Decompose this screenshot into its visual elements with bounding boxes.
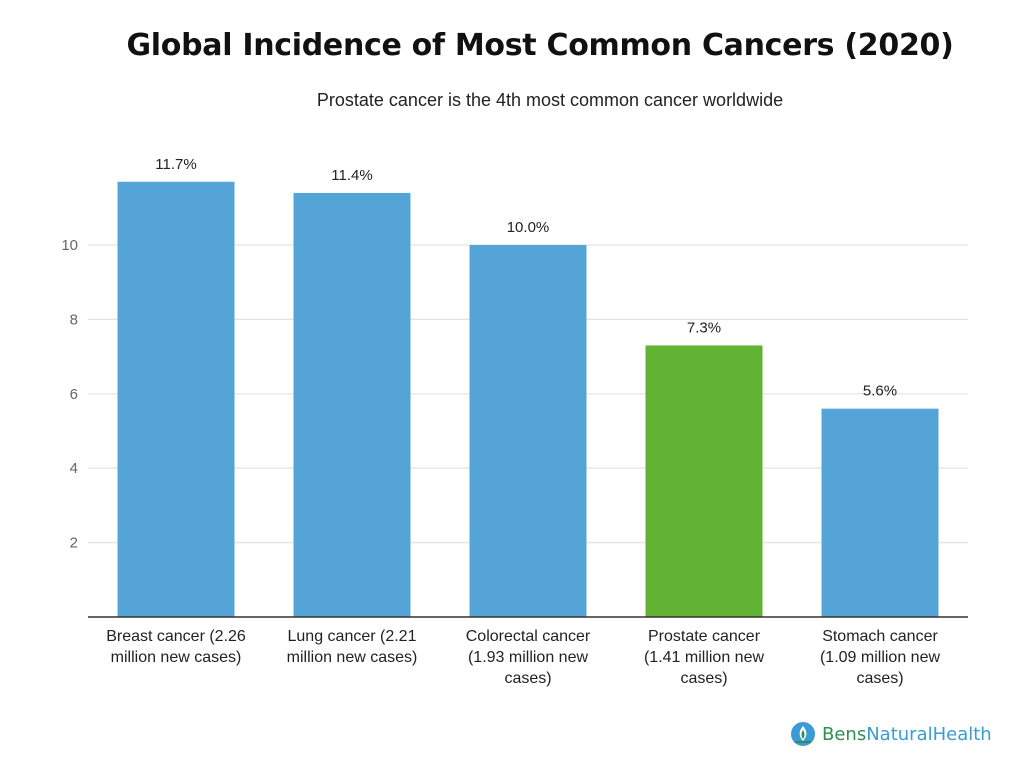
category-label-line: Breast cancer (2.26 [106,628,246,645]
data-label: 10.0% [507,219,550,236]
category-label-line: Stomach cancer [822,628,938,645]
data-label: 7.3% [687,319,721,336]
data-label: 5.6% [863,383,897,400]
bar [821,408,939,617]
category-label-line: (1.09 million new [820,649,941,666]
brand-name: BensNaturalHealth [822,724,992,745]
y-axis-ticks: 2 4 6 8 10 [61,237,78,552]
y-tick-label: 6 [70,386,78,403]
data-label: 11.4% [331,167,372,184]
category-label: Prostate cancer (1.41 million new cases) [644,628,765,687]
bar [645,345,763,617]
brand-name-part2: NaturalHealth [866,723,992,745]
category-label-line: million new cases) [111,649,242,666]
category-label-line: cases) [504,670,551,687]
y-tick-label: 8 [70,311,78,328]
leaf-drop-icon [791,722,815,746]
y-tick-label: 10 [61,237,78,254]
category-label: Colorectal cancer (1.93 million new cases) [466,628,591,687]
category-label-line: Prostate cancer [648,628,761,645]
category-label: Lung cancer (2.21 million new cases) [287,628,418,666]
bar [117,181,235,617]
data-labels: 11.7% 11.4% 10.0% 7.3% 5.6% [155,156,897,400]
bar [293,192,411,618]
category-label-line: cases) [856,670,903,687]
category-labels: Breast cancer (2.26 million new cases)Lun… [106,628,940,687]
category-label-line: Colorectal cancer [466,628,591,645]
category-label: Stomach cancer (1.09 million new cases) [820,628,941,687]
brand-name-part1: Bens [822,723,867,745]
data-label: 11.7% [155,156,196,173]
category-label-line: (1.41 million new [644,649,765,666]
y-tick-label: 4 [70,460,78,477]
category-label-line: million new cases) [287,649,418,666]
y-tick-label: 2 [70,535,78,552]
category-label-line: cases) [680,670,727,687]
category-label-line: (1.93 million new [468,649,589,666]
bars [117,181,939,618]
category-label: Breast cancer (2.26 million new cases) [106,628,246,666]
brand-logo: BensNaturalHealth [790,720,992,748]
chart-title: Global Incidence of Most Common Cancers … [126,28,954,63]
bar [469,245,587,617]
chart-subtitle: Prostate cancer is the 4th most common c… [316,90,784,110]
category-label-line: Lung cancer (2.21 [288,628,417,645]
